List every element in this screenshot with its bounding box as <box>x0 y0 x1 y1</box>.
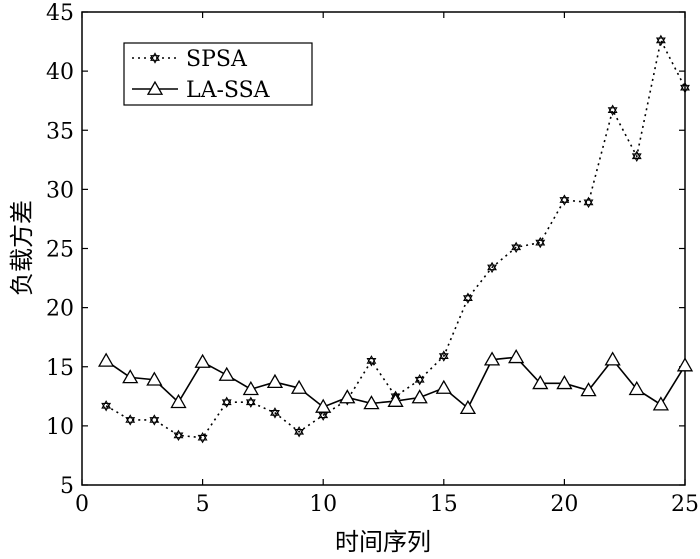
data-point-spsa <box>607 104 618 116</box>
data-point-spsa <box>438 350 449 362</box>
data-point-spsa <box>221 396 232 408</box>
legend-label-la-ssa: LA-SSA <box>186 78 271 103</box>
data-point-spsa <box>487 261 497 274</box>
data-point-spsa <box>680 81 690 94</box>
data-point-la-ssa <box>676 357 694 372</box>
y-tick-label: 10 <box>46 415 74 440</box>
data-point-la-ssa <box>122 369 139 384</box>
x-tick-label: 20 <box>550 492 578 517</box>
data-point-spsa <box>101 400 112 412</box>
data-point-spsa <box>294 426 305 438</box>
y-axis-title: 负载方差 <box>8 200 36 296</box>
data-point-la-ssa <box>532 374 549 390</box>
data-point-la-ssa <box>218 366 235 381</box>
data-point-spsa <box>583 196 594 209</box>
data-point-la-ssa <box>556 374 573 390</box>
data-point-la-ssa <box>97 352 115 367</box>
y-tick-label: 45 <box>46 1 74 26</box>
data-point-spsa <box>149 414 160 426</box>
y-tick-label: 5 <box>60 474 74 499</box>
legend-hexagram-marker <box>150 52 160 64</box>
y-tick-label: 35 <box>46 119 74 144</box>
data-point-la-ssa <box>387 392 404 407</box>
x-tick-label: 25 <box>671 492 699 517</box>
data-point-la-ssa <box>580 382 597 397</box>
data-point-la-ssa <box>170 393 187 409</box>
data-point-la-ssa <box>339 389 356 404</box>
data-point-spsa <box>125 414 136 426</box>
data-point-spsa <box>559 194 570 206</box>
data-point-spsa <box>631 150 642 162</box>
legend: SPSA LA-SSA <box>123 42 313 106</box>
series-layer <box>97 34 694 444</box>
data-point-la-ssa <box>628 380 645 396</box>
data-point-la-ssa <box>459 399 477 415</box>
y-tick-label: 15 <box>46 356 74 381</box>
data-point-spsa <box>366 355 377 367</box>
data-point-la-ssa <box>508 348 525 364</box>
data-point-la-ssa <box>411 389 428 404</box>
legend-label-spsa: SPSA <box>186 47 248 72</box>
data-point-la-ssa <box>604 351 621 366</box>
data-point-la-ssa <box>266 373 284 389</box>
legend-triangle-marker <box>146 80 164 95</box>
data-point-la-ssa <box>146 371 163 386</box>
data-point-la-ssa <box>652 396 670 411</box>
y-tick-label: 30 <box>46 178 74 203</box>
data-point-la-ssa <box>363 395 380 410</box>
x-tick-label: 5 <box>196 492 210 517</box>
data-point-la-ssa <box>242 380 259 396</box>
data-point-spsa <box>511 241 522 254</box>
x-tick-label: 0 <box>75 492 89 517</box>
legend-marker-spsa <box>150 52 160 64</box>
y-tick-label: 25 <box>46 238 74 263</box>
y-tick-label: 40 <box>46 60 74 85</box>
data-point-spsa <box>245 396 256 408</box>
data-point-spsa <box>318 409 329 421</box>
x-tick-label: 10 <box>309 492 337 517</box>
data-point-spsa <box>414 374 425 386</box>
data-point-spsa <box>535 236 546 249</box>
data-point-la-ssa <box>435 379 452 394</box>
x-axis-title: 时间序列 <box>335 528 431 556</box>
y-tick-label: 20 <box>46 297 74 322</box>
x-tick-label: 15 <box>430 492 458 517</box>
data-point-spsa <box>655 34 666 47</box>
data-point-la-ssa <box>194 353 211 368</box>
data-point-spsa <box>197 431 208 444</box>
data-point-la-ssa <box>290 379 308 394</box>
data-point-la-ssa <box>483 351 501 366</box>
legend-marker-la-ssa <box>146 80 164 95</box>
data-point-spsa <box>270 407 280 419</box>
data-point-spsa <box>173 429 184 442</box>
data-point-la-ssa <box>315 398 332 413</box>
data-point-spsa <box>462 292 473 304</box>
